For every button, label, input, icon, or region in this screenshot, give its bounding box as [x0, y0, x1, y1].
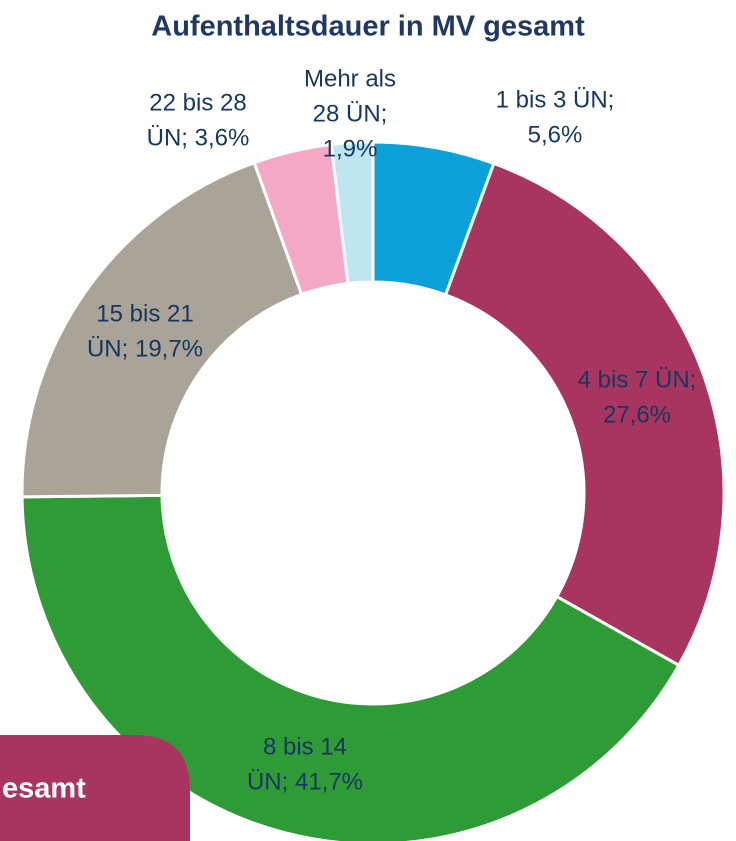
data-label: 1,9% [323, 135, 378, 162]
data-label: 5,6% [528, 121, 583, 148]
badge-text: esamt [2, 773, 86, 805]
data-label: 28 ÜN; [313, 100, 388, 127]
badge [0, 735, 190, 841]
data-label: ÜN; 19,7% [87, 335, 203, 362]
data-label: Mehr als [304, 65, 396, 92]
data-label: 15 bis 21 [96, 300, 193, 327]
data-label: 27,6% [603, 401, 671, 428]
data-label: 4 bis 7 ÜN; [578, 366, 697, 393]
data-label: 8 bis 14 [263, 733, 347, 760]
donut-segment [329, 140, 375, 286]
data-label: ÜN; 41,7% [247, 768, 363, 795]
donut-segment [20, 160, 304, 499]
donut-segment [20, 493, 681, 841]
donut-segment [443, 161, 726, 668]
data-label: 1 bis 3 ÜN; [496, 86, 615, 113]
data-label: 22 bis 28 [149, 89, 246, 116]
data-label: ÜN; 3,6% [147, 124, 250, 151]
chart-title: Aufenthaltsdauer in MV gesamt [151, 11, 585, 43]
